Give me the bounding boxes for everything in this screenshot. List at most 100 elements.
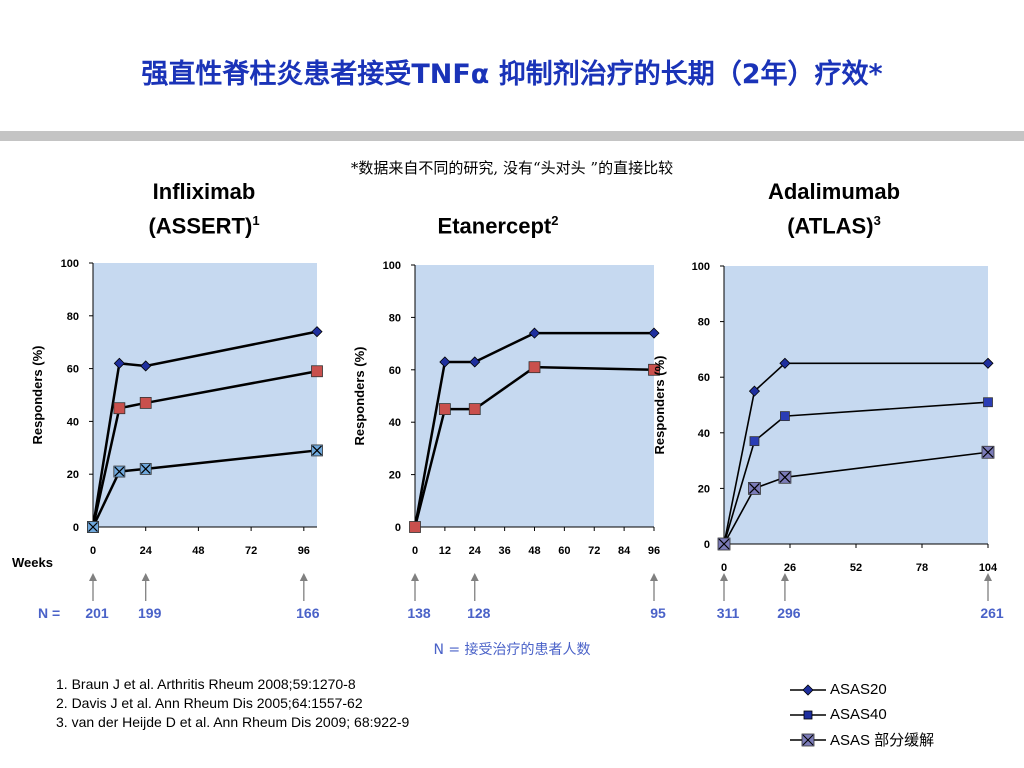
n-arrow (984, 573, 992, 601)
x-tick-label: 0 (721, 562, 727, 574)
data-point-diamond (311, 326, 323, 338)
y-tick-label: 20 (698, 483, 710, 495)
x-tick-label: 26 (784, 562, 796, 574)
y-tick-label: 100 (61, 258, 79, 270)
data-point-diamond (648, 327, 660, 339)
n-arrow (720, 573, 728, 601)
legend-square-marker (790, 710, 826, 719)
data-point-xbox (311, 444, 323, 457)
n-arrow (470, 573, 479, 601)
chart-title-etanercept: Etanercept2 (398, 206, 598, 240)
legend-label: ASAS 部分缓解 (830, 732, 935, 749)
legend-xbox-marker (790, 733, 826, 746)
x-tick-label: 0 (90, 545, 96, 557)
n-value: 261 (980, 605, 1004, 621)
chart-legend: ASAS20 ASAS40 ASAS 部分缓解 (790, 677, 934, 752)
y-axis-label: Responders (%) (652, 356, 667, 455)
data-point-diamond (982, 357, 994, 369)
x-tick-label: 12 (439, 545, 451, 557)
x-tick-label: 60 (558, 545, 570, 557)
n-arrow (299, 573, 308, 601)
x-axis-label: Weeks (12, 555, 53, 570)
series-square (409, 361, 660, 533)
n-arrow (780, 573, 789, 601)
x-tick-label: 52 (850, 562, 862, 574)
data-point-xbox (717, 537, 731, 551)
data-point-diamond (140, 360, 152, 372)
series-line (723, 401, 989, 545)
series-xbox (717, 445, 995, 551)
y-axis-label: Responders (%) (30, 346, 45, 445)
data-point-square (468, 403, 481, 416)
reference-3: 3. van der Heijde D et al. Ann Rheum Dis… (56, 714, 410, 730)
n-value: 95 (650, 605, 666, 621)
n-definition: N = 接受治疗的患者人数 (433, 642, 591, 658)
chart-1: 0 20 40 60 80 100 0 24 48 72 96 Responders (%) Weeks… (12, 258, 323, 621)
data-point-diamond (528, 327, 541, 339)
y-axis-label: Responders (%) (352, 347, 367, 446)
chart-title-line1: Infliximab (152, 179, 256, 204)
data-point-xbox (87, 521, 99, 533)
y-tick-label: 0 (73, 522, 79, 534)
data-point-diamond (779, 357, 791, 369)
legend-diamond-marker (790, 683, 826, 696)
y-tick-label: 0 (704, 539, 710, 551)
data-point-diamond (748, 385, 761, 397)
data-point-diamond (113, 357, 125, 369)
legend-item-asas-partial: ASAS 部分缓解 (790, 727, 934, 752)
data-point-square (438, 403, 451, 416)
x-tick-label: 48 (192, 545, 204, 557)
y-tick-label: 80 (698, 317, 710, 329)
chart-title-ref: 2 (551, 213, 559, 228)
y-tick-label: 80 (67, 311, 79, 323)
y-tick-label: 60 (67, 364, 79, 376)
n-value: 128 (467, 605, 491, 621)
chart-title-ref: 1 (252, 213, 260, 228)
data-point-square (528, 361, 541, 374)
n-value: 311 (717, 605, 740, 621)
chart-title-line1: Etanercept (437, 213, 552, 239)
y-tick-label: 40 (389, 417, 401, 429)
n-arrow (89, 573, 97, 601)
data-point-xbox (113, 465, 126, 478)
y-tick-label: 60 (389, 365, 401, 377)
reference-1: 1. Braun J et al. Arthritis Rheum 2008;5… (56, 676, 356, 692)
x-tick-label: 78 (916, 562, 928, 574)
y-tick-label: 40 (698, 428, 710, 440)
series-line (91, 370, 318, 528)
slide-title: 强直性脊柱炎患者接受TNFα 抑制剂治疗的长期（2年）疗效* (141, 59, 883, 90)
references: 1. Braun J et al. Arthritis Rheum 2008;5… (56, 675, 409, 732)
data-point-square (749, 436, 760, 447)
data-point-square (311, 365, 323, 378)
chart-title-adalimumab: Adalimumab (ATLAS)3 (734, 177, 934, 240)
n-prefix: N = (38, 605, 60, 621)
data-point-diamond (439, 356, 451, 368)
n-arrow (141, 573, 150, 601)
data-point-square (983, 397, 993, 408)
x-tick-label: 72 (245, 545, 257, 557)
data-point-square (409, 521, 421, 533)
n-arrow (411, 573, 419, 601)
series-line (723, 451, 989, 545)
x-tick-label: 24 (140, 545, 153, 557)
plot-area (415, 265, 654, 527)
x-tick-label: 84 (618, 545, 631, 557)
chart-title-line2: (ATLAS) (787, 213, 874, 239)
legend-item-asas40: ASAS40 (790, 702, 934, 727)
x-tick-label: 96 (298, 545, 310, 557)
chart-2: 0 20 40 60 80 100 0 12 24 36 48 60 72 84 96 Responders … (352, 260, 666, 621)
x-tick-label: 104 (979, 562, 998, 574)
series-line (723, 362, 988, 545)
y-tick-label: 100 (383, 260, 401, 272)
chart-title-line2: (ASSERT) (148, 213, 253, 239)
x-tick-label: 48 (528, 545, 540, 557)
y-tick-label: 40 (67, 416, 79, 428)
y-tick-label: 20 (67, 469, 79, 481)
reference-2: 2. Davis J et al. Ann Rheum Dis 2005;64:… (56, 695, 363, 711)
data-point-xbox (778, 470, 792, 484)
y-tick-label: 20 (389, 470, 401, 482)
n-arrow (650, 573, 658, 601)
x-tick-label: 96 (648, 545, 660, 557)
y-tick-label: 60 (698, 372, 710, 384)
chart-title-line1: Adalimumab (767, 179, 901, 204)
